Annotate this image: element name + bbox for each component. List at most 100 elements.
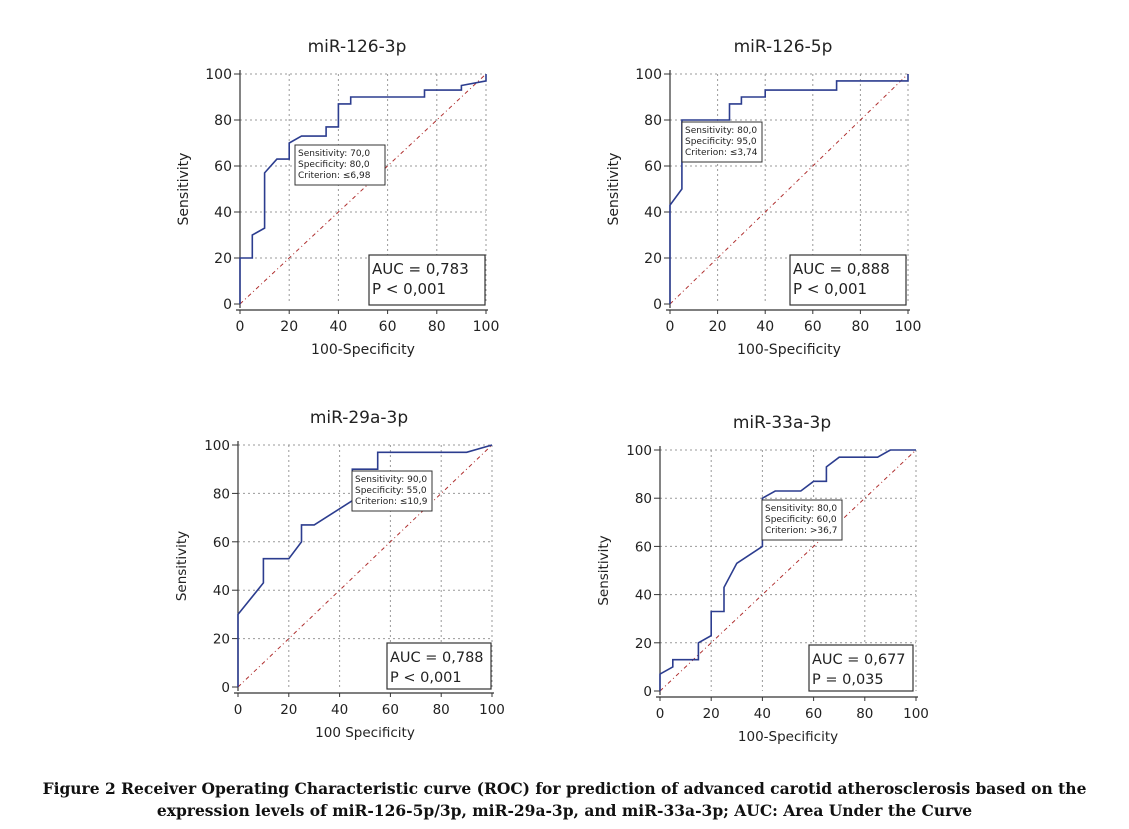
chart-title: miR-126-3p — [308, 37, 407, 57]
p-value: P < 0,001 — [372, 280, 446, 298]
x-tick-label: 0 — [234, 702, 243, 718]
y-tick-label: 60 — [214, 159, 232, 175]
annotation-line: Sensitivity: 80,0 — [765, 504, 837, 514]
x-tick-label: 20 — [709, 319, 727, 335]
stats-box — [789, 254, 907, 306]
x-tick-label: 40 — [754, 706, 771, 722]
roc-chart-mir-29a-3p: 0 20 40 60 80 100 0 20 40 60 80 100 miR-29a-3p 100 Sp… — [174, 408, 505, 741]
x-axis-label: 100-Specificity — [737, 342, 841, 358]
y-tick-label: 80 — [213, 486, 230, 502]
x-tick-label: 100 — [895, 319, 922, 335]
y-tick-label: 100 — [204, 438, 230, 454]
reference-diagonal — [669, 73, 909, 305]
reference-diagonal — [237, 444, 493, 688]
roc-chart-mir-126-5p: 0 20 40 60 80 100 0 20 40 60 80 100 miR-126-5p 100-Sp… — [606, 37, 922, 358]
x-tick-label: 20 — [703, 706, 720, 722]
annotation-box — [351, 470, 433, 512]
caption-line-1: Figure 2 Receiver Operating Characterist… — [42, 779, 1087, 798]
y-tick-label: 20 — [213, 632, 230, 648]
stats-box — [386, 642, 492, 690]
auc-stats: AUC = 0,888 P < 0,001 — [789, 254, 907, 306]
annotation-line: Specificity: 80,0 — [298, 160, 370, 170]
y-tick-label: 100 — [635, 67, 662, 83]
x-tick-label: 0 — [666, 319, 675, 335]
y-tick-label: 20 — [644, 251, 662, 267]
roc-curve — [239, 74, 487, 304]
x-tick-label: 60 — [804, 319, 822, 335]
x-tick-label: 80 — [433, 702, 450, 718]
chart-title: miR-29a-3p — [310, 408, 408, 428]
x-tick-label: 100 — [473, 319, 500, 335]
x-axis-label: 100 Specificity — [315, 725, 415, 741]
y-axis-label: Sensitivity — [606, 153, 622, 226]
roc-curve — [669, 74, 909, 304]
p-value: P = 0,035 — [812, 672, 884, 688]
y-tick-label: 60 — [635, 539, 652, 555]
annotation-line: Specificity: 60,0 — [765, 515, 837, 525]
x-tick-label: 20 — [280, 319, 298, 335]
roc-curve — [237, 444, 493, 687]
auc-value: AUC = 0,888 — [793, 260, 890, 278]
annotation-line: Specificity: 55,0 — [355, 486, 427, 496]
y-tick-label: 0 — [221, 680, 230, 696]
y-tick-label: 0 — [223, 297, 232, 313]
y-tick-label: 40 — [214, 205, 232, 221]
annotation-box — [681, 121, 763, 163]
auc-value: AUC = 0,783 — [372, 260, 469, 278]
y-tick-label: 40 — [644, 205, 662, 221]
x-tick-label: 100 — [903, 706, 929, 722]
x-tick-label: 80 — [428, 319, 446, 335]
caption-line-2: expression levels of miR-126-5p/3p, miR-… — [156, 801, 973, 820]
auc-stats: AUC = 0,677 P = 0,035 — [808, 644, 914, 692]
y-tick-label: 0 — [653, 297, 662, 313]
x-tick-label: 60 — [805, 706, 822, 722]
stats-box — [368, 254, 486, 306]
x-tick-label: 20 — [280, 702, 297, 718]
x-tick-label: 60 — [382, 702, 399, 718]
roc-curve — [659, 449, 916, 691]
auc-stats: AUC = 0,783 P < 0,001 — [368, 254, 486, 306]
roc-chart-mir-126-3p: 0 20 40 60 80 100 0 20 40 60 80 100 miR-126-3p 100-Sp… — [176, 37, 500, 358]
y-axis-label: Sensitivity — [176, 153, 192, 226]
auc-value: AUC = 0,788 — [390, 650, 484, 666]
reference-diagonal — [239, 73, 487, 305]
y-tick-label: 80 — [635, 491, 652, 507]
chart-title: miR-126-5p — [734, 37, 833, 57]
stats-box — [808, 644, 914, 692]
y-tick-label: 100 — [205, 67, 232, 83]
annotation-box — [294, 144, 386, 186]
annotation-line: Sensitivity: 70,0 — [298, 149, 370, 159]
y-tick-label: 40 — [635, 588, 652, 604]
annotation-line: Criterion: ≤6,98 — [298, 171, 371, 181]
p-value: P < 0,001 — [390, 670, 462, 686]
roc-chart-mir-33a-3p: 0 20 40 60 80 100 0 20 40 60 80 100 miR-33a-3p 100-Sp… — [596, 413, 929, 745]
y-tick-label: 100 — [626, 443, 652, 459]
x-axis-label: 100-Specificity — [311, 342, 415, 358]
x-tick-label: 80 — [851, 319, 869, 335]
x-tick-label: 80 — [856, 706, 873, 722]
reference-diagonal — [659, 449, 917, 692]
annotation-line: Criterion: ≤10,9 — [355, 497, 428, 507]
y-tick-label: 80 — [214, 113, 232, 129]
annotation-line: Sensitivity: 80,0 — [685, 126, 757, 136]
figure-caption: Figure 2 Receiver Operating Characterist… — [0, 778, 1129, 822]
annotation-line: Specificity: 95,0 — [685, 137, 757, 147]
x-tick-label: 40 — [756, 319, 774, 335]
y-tick-label: 60 — [644, 159, 662, 175]
y-tick-label: 60 — [213, 535, 230, 551]
chart-title: miR-33a-3p — [733, 413, 831, 433]
y-tick-label: 20 — [214, 251, 232, 267]
p-value: P < 0,001 — [793, 280, 867, 298]
x-tick-label: 40 — [329, 319, 347, 335]
y-axis-label: Sensitivity — [174, 531, 190, 601]
auc-value: AUC = 0,677 — [812, 652, 906, 668]
annotation-line: Sensitivity: 90,0 — [355, 475, 427, 485]
auc-stats: AUC = 0,788 P < 0,001 — [386, 642, 492, 690]
x-tick-label: 0 — [236, 319, 245, 335]
y-tick-label: 80 — [644, 113, 662, 129]
x-axis-label: 100-Specificity — [738, 729, 838, 745]
